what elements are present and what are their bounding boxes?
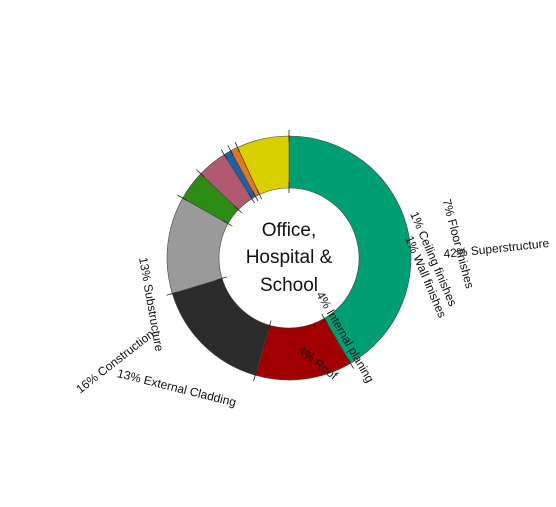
slice-boundary-tick bbox=[321, 313, 328, 324]
slice-boundary-tick bbox=[177, 194, 188, 201]
slice-boundary-tick bbox=[222, 220, 233, 227]
slices-layer bbox=[166, 135, 412, 381]
slice-boundary-tick bbox=[267, 320, 272, 332]
slice-boundary-tick bbox=[166, 291, 178, 296]
ticks-layer bbox=[166, 130, 354, 382]
slice-boundary-tick bbox=[248, 193, 255, 204]
donut-slice-1 bbox=[288, 135, 412, 364]
donut-slice-9 bbox=[237, 135, 290, 195]
center-text-line-1: Office, bbox=[262, 220, 317, 241]
slice-boundary-tick bbox=[256, 188, 262, 200]
slice-boundary-tick bbox=[216, 276, 227, 281]
slice-boundary-tick bbox=[234, 141, 241, 153]
donut-slice-3 bbox=[171, 278, 271, 376]
slice-boundary-tick bbox=[227, 145, 234, 156]
slice-boundary-tick bbox=[233, 205, 243, 214]
slice-boundary-tick bbox=[220, 149, 228, 160]
slice-boundary-tick bbox=[253, 370, 258, 382]
center-text-line-3: School bbox=[260, 275, 318, 296]
slice-label-4: 13% External Cladding bbox=[116, 366, 238, 409]
center-text-line-2: Hospital & bbox=[246, 247, 333, 268]
slice-boundary-tick bbox=[196, 169, 205, 178]
center-label: Office, Hospital & School bbox=[246, 220, 333, 296]
slice-boundary-tick bbox=[252, 191, 259, 202]
slice-boundary-tick bbox=[347, 358, 354, 369]
